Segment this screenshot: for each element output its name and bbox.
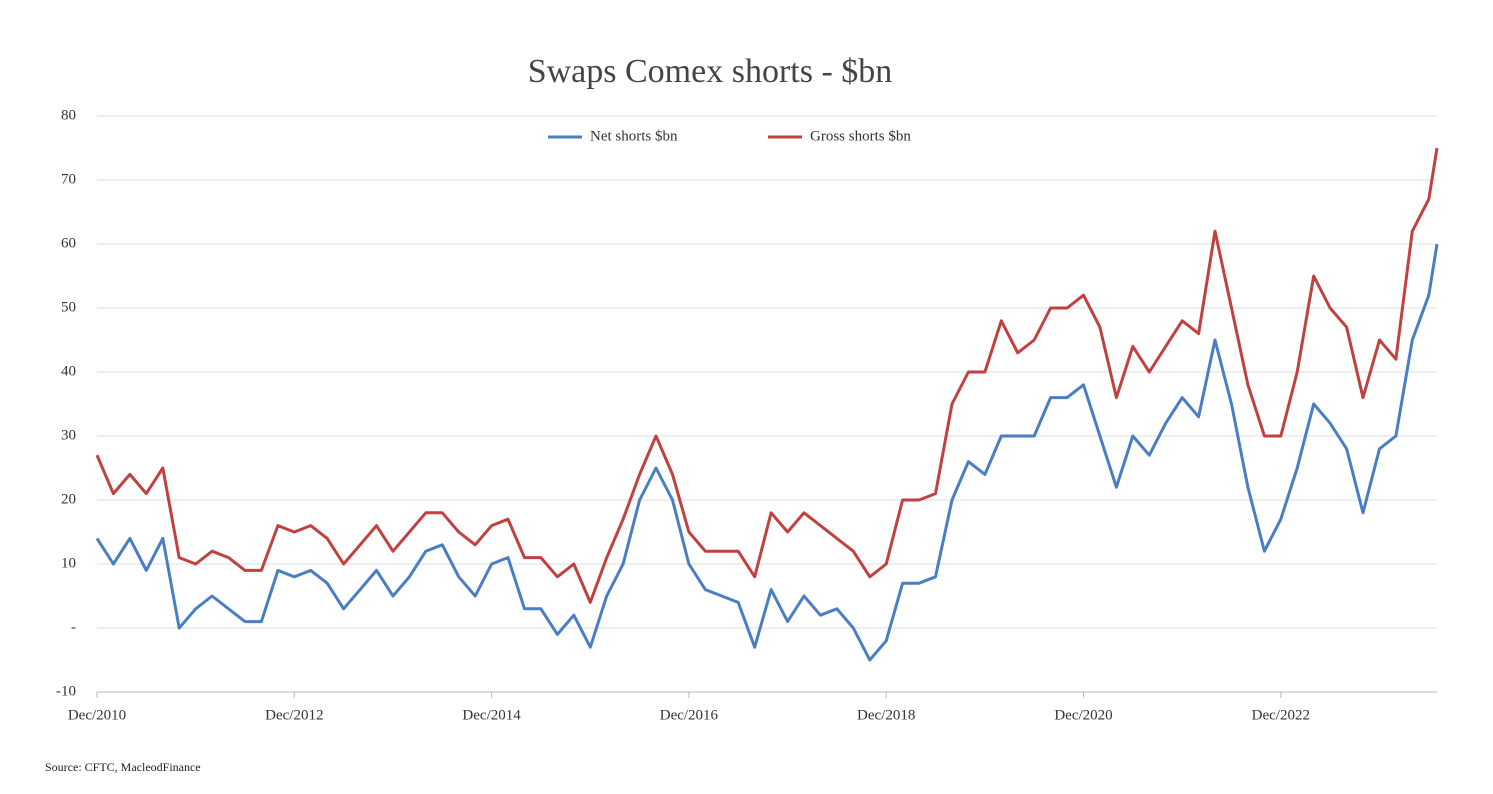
y-tick-label: 60	[61, 235, 76, 251]
y-tick-label: 70	[61, 171, 76, 187]
y-tick-label: 30	[61, 427, 76, 443]
y-tick-label: 80	[61, 107, 76, 123]
series-line	[95, 243, 1439, 662]
x-tick-label: Dec/2012	[265, 707, 323, 723]
x-tick-label: Dec/2018	[857, 707, 915, 723]
y-tick-label: 10	[61, 555, 76, 571]
x-tick-label: Dec/2022	[1252, 707, 1310, 723]
series-line	[95, 147, 1439, 604]
y-tick-label: -	[71, 619, 76, 635]
source-note: Source: CFTC, MacleodFinance	[45, 760, 201, 774]
y-tick-label: 40	[61, 363, 76, 379]
y-tick-label: 50	[61, 299, 76, 315]
legend-label: Gross shorts $bn	[810, 128, 911, 144]
legend-label: Net shorts $bn	[590, 128, 678, 144]
x-tick-label: Dec/2014	[462, 707, 521, 723]
y-tick-label: 20	[61, 491, 76, 507]
y-tick-label: -10	[56, 683, 76, 699]
x-tick-label: Dec/2016	[660, 707, 719, 723]
x-tick-label: Dec/2010	[68, 707, 126, 723]
x-tick-label: Dec/2020	[1054, 707, 1112, 723]
chart-title: Swaps Comex shorts - $bn	[528, 53, 893, 90]
